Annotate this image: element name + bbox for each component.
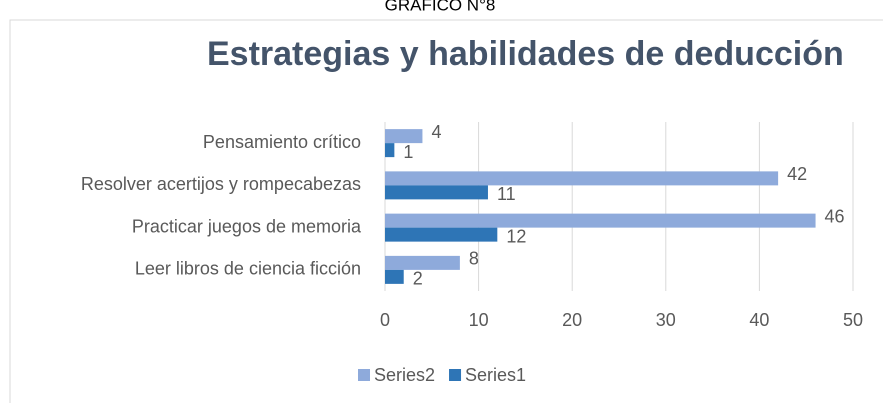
legend-label: Series1: [465, 365, 526, 385]
data-label: 42: [787, 164, 807, 184]
bar: [385, 143, 395, 158]
label-bg: [300, 0, 580, 19]
bar: [385, 129, 423, 144]
data-label: 46: [825, 206, 845, 226]
x-tick-label: 20: [562, 310, 582, 330]
data-label: 11: [497, 184, 516, 204]
chart-title: Estrategias y habilidades de deducción: [207, 35, 844, 73]
figure-label: GRÁFICO N°8: [385, 0, 496, 14]
bar: [385, 269, 404, 284]
y-tick-label: Pensamiento crítico: [203, 132, 361, 152]
data-label: 4: [431, 122, 441, 142]
bar: [385, 185, 488, 200]
data-label: 12: [506, 226, 526, 246]
x-tick-label: 40: [749, 310, 769, 330]
bar: [385, 255, 460, 270]
y-tick-label: Resolver acertijos y rompecabezas: [81, 174, 361, 194]
legend-swatch: [449, 369, 462, 381]
x-tick-label: 10: [469, 310, 489, 330]
y-tick-label: Practicar juegos de memoria: [132, 216, 362, 236]
data-label: 8: [469, 249, 479, 269]
bar: [385, 171, 779, 186]
x-tick-label: 30: [656, 310, 676, 330]
bar: [385, 227, 498, 242]
y-tick-label: Leer libros de ciencia ficción: [135, 259, 361, 279]
x-tick-label: 0: [380, 310, 390, 330]
data-label: 2: [413, 269, 423, 289]
chart-frame: [9, 19, 883, 403]
legend-swatch: [358, 369, 370, 381]
x-tick-label: 50: [843, 310, 863, 330]
data-label: 1: [403, 142, 413, 162]
bar: [385, 213, 816, 228]
legend-label: Series2: [374, 365, 435, 385]
